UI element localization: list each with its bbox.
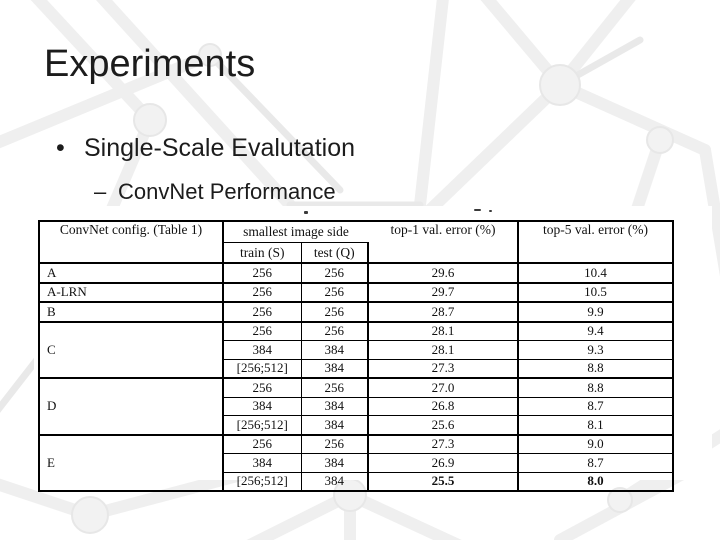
slide-title: Experiments xyxy=(44,43,256,85)
table-row: B 256 256 28.7 9.9 xyxy=(39,301,673,322)
top1-cell: 26.8 xyxy=(368,396,519,416)
top5-cell: 10.4 xyxy=(518,262,673,283)
single-scale-results-table: ConvNet config. (Table 1) smallest image… xyxy=(38,220,674,492)
config-cell: C xyxy=(39,320,224,378)
train-cell: 384 xyxy=(223,340,302,359)
test-cell: 384 xyxy=(301,471,369,491)
sub-bullet-text: ConvNet Performance xyxy=(118,179,336,204)
top1-cell: 28.1 xyxy=(368,340,519,359)
bullet-text: Single-Scale Evalutation xyxy=(84,134,355,162)
test-cell: 384 xyxy=(301,340,369,359)
top5-cell: 8.7 xyxy=(518,453,673,472)
cropped-text-artifact xyxy=(474,209,481,211)
top1-cell: 27.3 xyxy=(368,433,519,454)
table-row: 384 384 26.9 8.7 xyxy=(39,453,673,472)
test-cell: 256 xyxy=(301,433,369,454)
sub-bullet-item: – ConvNet Performance xyxy=(94,179,336,205)
table-row: [256;512] 384 25.6 8.1 xyxy=(39,415,673,435)
header-row-2: train (S) test (Q) xyxy=(39,242,673,264)
table-body: A 256 256 29.6 10.4 A-LRN 256 256 29.7 10.5 B 256 25… xyxy=(39,262,673,491)
results-table-image: ConvNet config. (Table 1) smallest image… xyxy=(34,206,712,492)
table-row: A 256 256 29.6 10.4 xyxy=(39,262,673,283)
cropped-text-artifact xyxy=(304,211,308,214)
top1-cell: 29.7 xyxy=(368,281,519,302)
table-row: C 256 256 28.1 9.4 xyxy=(39,320,673,378)
table-row: D 256 256 27.0 8.8 xyxy=(39,377,673,435)
table-row: [256;512] 384 27.3 8.8 xyxy=(39,358,673,378)
config-cell: A-LRN xyxy=(39,281,224,302)
test-cell: 384 xyxy=(301,453,369,472)
top5-cell: 8.8 xyxy=(518,358,673,378)
train-cell: 384 xyxy=(223,453,302,472)
train-cell: 256 xyxy=(223,433,302,454)
config-cell: A xyxy=(39,262,224,283)
top1-cell: 27.0 xyxy=(368,377,519,397)
top5-cell: 8.1 xyxy=(518,415,673,435)
sub-bullet-marker: – xyxy=(94,179,107,204)
test-cell: 256 xyxy=(301,262,369,283)
top5-cell: 8.0 xyxy=(518,471,673,491)
table-row: [256;512] 384 25.5 8.0 xyxy=(39,471,673,491)
train-cell: 256 xyxy=(223,320,302,341)
header-train-s: train (S) xyxy=(223,242,302,264)
top5-cell: 8.7 xyxy=(518,396,673,416)
top1-cell: 28.7 xyxy=(368,301,519,322)
top1-cell: 25.5 xyxy=(368,471,519,491)
train-cell: [256;512] xyxy=(223,358,302,378)
top5-cell: 9.9 xyxy=(518,301,673,322)
test-cell: 256 xyxy=(301,281,369,302)
top5-cell: 8.8 xyxy=(518,377,673,397)
train-cell: [256;512] xyxy=(223,415,302,435)
top5-cell: 10.5 xyxy=(518,281,673,302)
config-cell: D xyxy=(39,377,224,435)
config-cell: B xyxy=(39,301,224,322)
header-top5-error: top-5 val. error (%) xyxy=(518,221,673,264)
test-cell: 384 xyxy=(301,396,369,416)
top5-cell: 9.4 xyxy=(518,320,673,341)
top1-cell: 28.1 xyxy=(368,320,519,341)
top5-cell: 9.3 xyxy=(518,340,673,359)
test-cell: 384 xyxy=(301,415,369,435)
top1-cell: 27.3 xyxy=(368,358,519,378)
table-row: E 256 256 27.3 9.0 xyxy=(39,433,673,491)
table-row: A-LRN 256 256 29.7 10.5 xyxy=(39,281,673,302)
header-smallest-image-side: smallest image side xyxy=(223,221,368,243)
config-cell: E xyxy=(39,433,224,491)
header-top1-error: top-1 val. error (%) xyxy=(368,221,519,264)
header-test-q: test (Q) xyxy=(301,242,369,264)
top1-cell: 26.9 xyxy=(368,453,519,472)
test-cell: 256 xyxy=(301,301,369,322)
train-cell: 256 xyxy=(223,377,302,397)
train-cell: 384 xyxy=(223,396,302,416)
top5-cell: 9.0 xyxy=(518,433,673,454)
train-cell: 256 xyxy=(223,262,302,283)
test-cell: 256 xyxy=(301,320,369,341)
table-row: 384 384 26.8 8.7 xyxy=(39,396,673,416)
test-cell: 384 xyxy=(301,358,369,378)
table-row: 384 384 28.1 9.3 xyxy=(39,340,673,359)
bullet-marker: • xyxy=(56,134,65,162)
train-cell: 256 xyxy=(223,301,302,322)
top1-cell: 29.6 xyxy=(368,262,519,283)
header-row-1: ConvNet config. (Table 1) smallest image… xyxy=(39,221,673,264)
bullet-item: • Single-Scale Evalutation xyxy=(56,134,355,163)
train-cell: 256 xyxy=(223,281,302,302)
test-cell: 256 xyxy=(301,377,369,397)
table-header: ConvNet config. (Table 1) smallest image… xyxy=(39,221,673,264)
top1-cell: 25.6 xyxy=(368,415,519,435)
cropped-text-artifact xyxy=(489,210,492,212)
train-cell: [256;512] xyxy=(223,471,302,491)
header-config: ConvNet config. (Table 1) xyxy=(39,221,224,264)
